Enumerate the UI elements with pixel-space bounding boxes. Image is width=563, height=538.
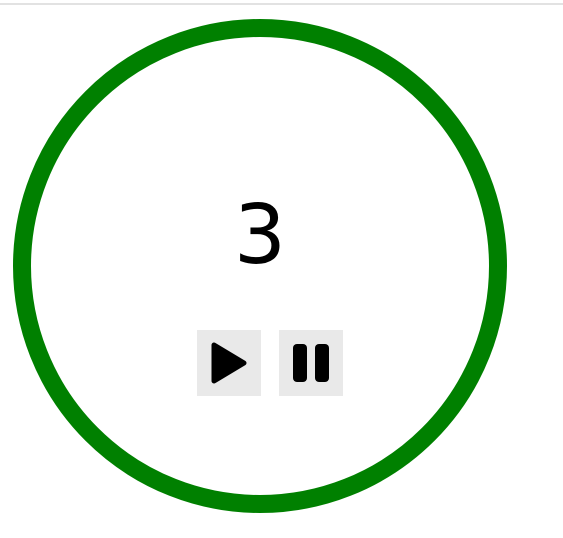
play-icon: [208, 340, 250, 386]
pause-button[interactable]: [279, 330, 343, 396]
countdown-timer: 3: [13, 19, 507, 513]
play-button[interactable]: [197, 330, 261, 396]
timer-controls: [31, 330, 489, 396]
countdown-value: 3: [233, 188, 287, 283]
pause-icon: [291, 342, 331, 384]
top-divider: [0, 3, 563, 5]
